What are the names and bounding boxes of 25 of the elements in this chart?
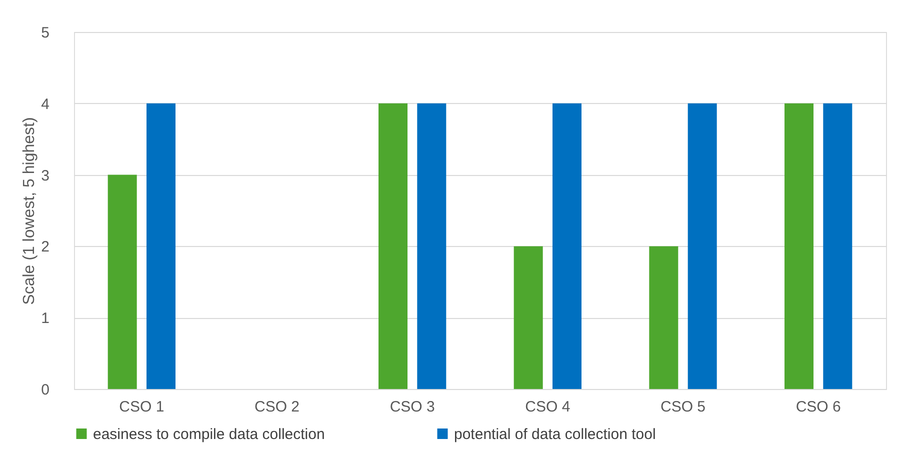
y-tick-label: 1 (41, 310, 50, 328)
bar (378, 103, 408, 389)
bar (688, 103, 717, 389)
bar (784, 103, 814, 389)
y-axis-title: Scale (1 lowest, 5 highest) (21, 117, 38, 305)
x-tick-label: CSO 5 (660, 398, 706, 416)
legend-label: potential of data collection tool (454, 426, 656, 443)
y-tick-label: 2 (41, 238, 50, 256)
bar (417, 103, 446, 389)
x-tick-label: CSO 2 (254, 398, 300, 416)
bar (823, 103, 852, 389)
x-tick-label: CSO 6 (796, 398, 841, 416)
y-tick-label: 4 (41, 96, 50, 113)
y-tick-label: 3 (41, 167, 50, 184)
bar (146, 103, 176, 389)
bar (649, 246, 678, 389)
y-tick-label: 5 (41, 24, 50, 42)
x-tick-label: CSO 1 (119, 398, 164, 416)
bar (552, 103, 582, 389)
y-tick-label: 0 (41, 382, 50, 398)
x-tick-label: CSO 3 (390, 398, 435, 416)
legend-label: easiness to compile data collection (93, 426, 325, 443)
x-tick-label: CSO 4 (525, 398, 570, 416)
bar (108, 174, 137, 389)
bar (514, 246, 543, 389)
